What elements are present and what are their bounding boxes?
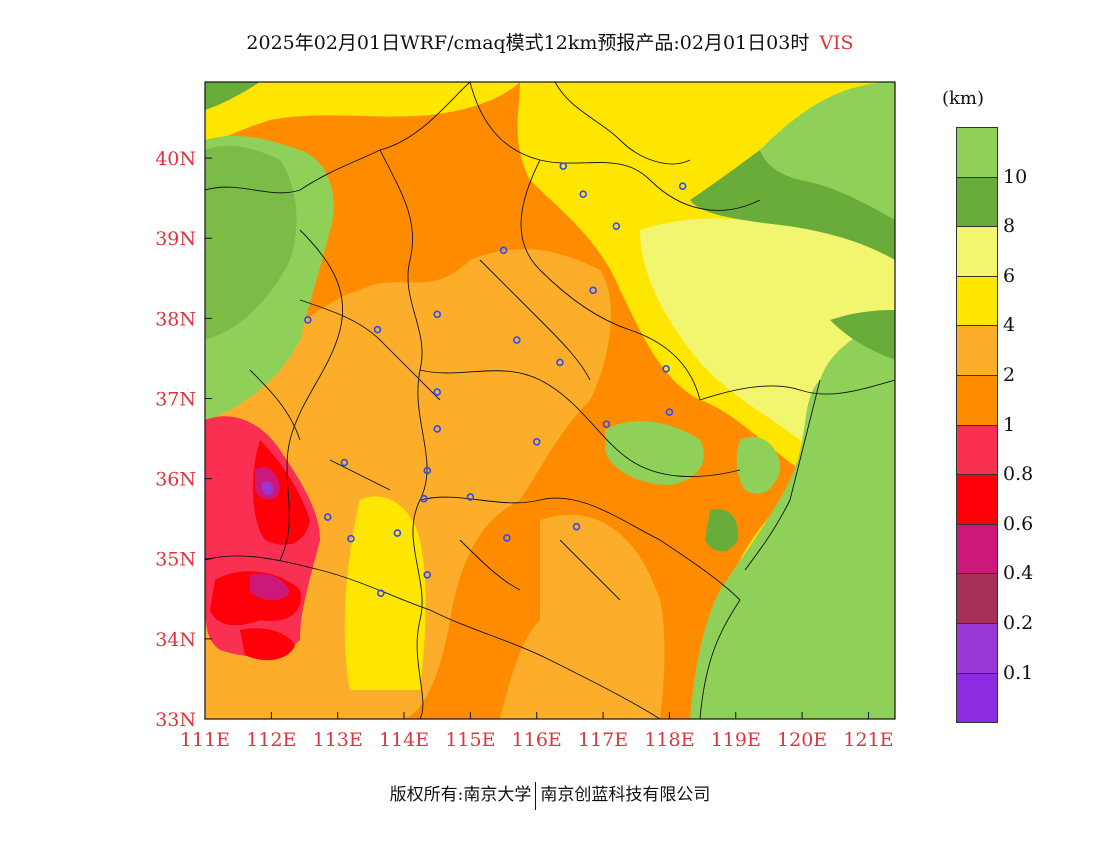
y-tick-label: 36N xyxy=(155,469,196,491)
x-tick-label: 120E xyxy=(777,729,827,751)
legend-swatch xyxy=(956,574,998,624)
station-marker xyxy=(340,458,349,467)
station-marker xyxy=(377,589,385,598)
footer-company: 南京创蓝科技有限公司 xyxy=(540,785,711,805)
zone-gt10km-ne xyxy=(760,82,895,220)
station-marker xyxy=(393,529,402,537)
title-main: 2025年02月01日WRF/cmaq模式12km预报产品:02月01日03时 xyxy=(246,32,810,54)
legend-swatch xyxy=(956,524,998,575)
station-marker xyxy=(559,162,568,170)
station-marker xyxy=(503,534,511,542)
x-tick-label: 115E xyxy=(445,729,495,751)
y-tick-label: 35N xyxy=(155,549,196,571)
legend-label: 0.8 xyxy=(1003,463,1034,486)
legend-label: 2 xyxy=(1003,364,1016,386)
map-title: 2025年02月01日WRF/cmaq模式12km预报产品:02月01日03时 V… xyxy=(0,28,1100,55)
x-tick-label: 117E xyxy=(578,729,628,751)
legend-label: 10 xyxy=(1003,165,1028,188)
legend-swatch xyxy=(956,326,998,376)
axis-layer: 111E 112E 113E 114E 115E 116E 117E 118E 119E 120E… xyxy=(155,148,893,751)
station-marker xyxy=(433,310,442,319)
station-marker xyxy=(556,358,564,367)
legend-swatch xyxy=(956,673,998,724)
station-marker xyxy=(304,316,312,324)
zone-0-6km xyxy=(253,440,310,545)
station-marker xyxy=(433,388,442,396)
legend-label: 0.1 xyxy=(1003,661,1034,684)
station-marker xyxy=(513,336,521,344)
y-tick-label: 40N xyxy=(155,148,196,170)
legend-label: 0.6 xyxy=(1003,512,1034,535)
legend-swatch xyxy=(956,623,998,674)
station-marker xyxy=(572,522,581,531)
footer-copyright: 版权所有:南京大学 xyxy=(389,785,532,805)
legend-swatch xyxy=(956,475,998,525)
station-marker xyxy=(323,513,332,521)
y-tick-label: 33N xyxy=(155,709,196,731)
station-marker xyxy=(373,325,382,334)
x-tick-label: 114E xyxy=(379,729,429,751)
legend-label: 0.4 xyxy=(1003,562,1034,585)
title-variable: VIS xyxy=(819,32,854,54)
x-tick-label: 119E xyxy=(711,729,761,751)
zone-green-pocket-shandong xyxy=(605,421,704,485)
legend-label: 1 xyxy=(1003,413,1016,436)
legend-swatch xyxy=(956,276,998,327)
station-marker xyxy=(532,437,541,446)
x-tick-label: 113E xyxy=(313,729,363,751)
x-tick-label: 118E xyxy=(644,729,694,751)
station-marker xyxy=(423,466,432,475)
legend-label: 4 xyxy=(1003,314,1016,337)
y-tick-label: 37N xyxy=(155,388,196,410)
station-marker xyxy=(612,222,621,231)
station-marker xyxy=(499,246,508,255)
footer: 版权所有:南京大学 南京创蓝科技有限公司 xyxy=(0,780,1100,810)
station-marker xyxy=(665,408,674,416)
legend xyxy=(956,127,998,724)
station-marker xyxy=(433,425,442,433)
y-tick-label: 38N xyxy=(155,308,196,330)
station-marker xyxy=(662,365,670,373)
x-tick-label: 112E xyxy=(246,729,296,751)
station-marker xyxy=(602,420,611,428)
y-tick-label: 39N xyxy=(155,228,196,250)
legend-swatch xyxy=(956,375,998,426)
station-marker xyxy=(579,190,587,198)
x-tick-label: 116E xyxy=(512,729,562,751)
legend-label: 8 xyxy=(1003,215,1016,238)
station-marker xyxy=(589,286,597,295)
boundary-lines xyxy=(205,82,895,719)
legend-unit: (km) xyxy=(942,88,985,109)
footer-separator xyxy=(535,781,537,810)
map-fill-layer xyxy=(205,82,895,719)
zone-gt10km-sea xyxy=(690,320,895,719)
station-marker xyxy=(678,182,687,190)
legend-swatch xyxy=(956,425,998,476)
x-tick-label: 111E xyxy=(180,729,230,751)
station-marker xyxy=(347,534,355,543)
legend-swatch xyxy=(956,227,998,277)
x-tick-label: 121E xyxy=(843,729,893,751)
station-layer xyxy=(304,162,687,598)
legend-swatch xyxy=(956,127,998,178)
legend-swatch xyxy=(956,177,998,228)
y-tick-label: 34N xyxy=(155,629,196,651)
station-marker xyxy=(466,493,475,501)
station-marker xyxy=(420,494,428,503)
station-marker xyxy=(423,570,432,579)
plot-frame xyxy=(204,81,896,720)
legend-label: 0.2 xyxy=(1003,612,1034,634)
legend-label: 6 xyxy=(1003,264,1016,287)
